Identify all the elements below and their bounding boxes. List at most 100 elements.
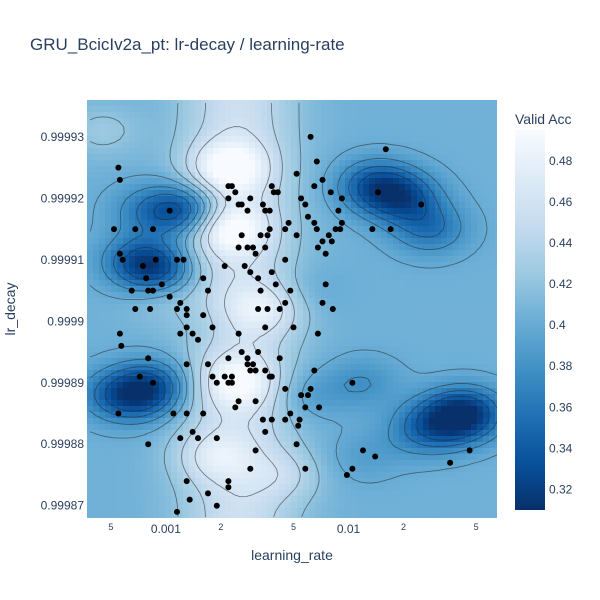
heat-cell: [423, 178, 430, 185]
heat-cell: [231, 370, 238, 377]
heat-cell: [231, 382, 238, 389]
heat-cell: [369, 148, 376, 155]
heat-cell: [309, 328, 316, 335]
heat-cell: [171, 382, 178, 389]
heat-cell: [303, 154, 310, 161]
heat-cell: [369, 208, 376, 215]
heat-cell: [435, 322, 442, 329]
heat-cell: [297, 184, 304, 191]
heat-cell: [351, 502, 358, 509]
heat-cell: [405, 376, 412, 383]
heat-cell: [147, 220, 154, 227]
heat-cell: [237, 106, 244, 113]
heat-cell: [429, 214, 436, 221]
heat-cell: [147, 208, 154, 215]
heat-cell: [279, 184, 286, 191]
heat-cell: [309, 424, 316, 431]
heat-cell: [87, 382, 94, 389]
heat-cell: [489, 130, 496, 137]
heat-cell: [111, 106, 118, 113]
heat-cell: [249, 220, 256, 227]
heat-cell: [321, 478, 328, 485]
heat-cell: [333, 466, 340, 473]
heat-cell: [405, 262, 412, 269]
heat-cell: [267, 124, 274, 131]
heat-cell: [189, 130, 196, 137]
heat-cell: [495, 496, 497, 503]
heat-cell: [255, 412, 262, 419]
heat-cell: [303, 268, 310, 275]
heat-cell: [255, 154, 262, 161]
heat-cell: [459, 178, 466, 185]
heat-cell: [351, 202, 358, 209]
heat-cell: [375, 172, 382, 179]
heat-cell: [345, 202, 352, 209]
heat-cell: [105, 358, 112, 365]
heat-cell: [165, 106, 172, 113]
heat-cell: [441, 274, 448, 281]
heat-cell: [357, 112, 364, 119]
heat-cell: [267, 400, 274, 407]
heat-cell: [363, 394, 370, 401]
heat-cell: [369, 262, 376, 269]
heat-cell: [237, 112, 244, 119]
heat-cell: [327, 364, 334, 371]
heat-cell: [303, 274, 310, 281]
heat-cell: [207, 196, 214, 203]
heat-cell: [177, 508, 184, 515]
heat-cell: [417, 148, 424, 155]
heat-cell: [225, 496, 232, 503]
heat-cell: [219, 274, 226, 281]
heat-cell: [417, 226, 424, 233]
heat-cell: [375, 154, 382, 161]
heat-cell: [411, 376, 418, 383]
heat-cell: [327, 484, 334, 491]
heat-cell: [207, 352, 214, 359]
heat-cell: [279, 454, 286, 461]
heat-cell: [483, 496, 490, 503]
heat-cell: [189, 214, 196, 221]
trial-point: [314, 244, 321, 251]
heat-cell: [393, 286, 400, 293]
heat-cell: [453, 178, 460, 185]
heat-cell: [237, 268, 244, 275]
heat-cell: [231, 154, 238, 161]
heat-cell: [105, 124, 112, 131]
heat-cell: [141, 142, 148, 149]
heat-cell: [249, 190, 256, 197]
heat-cell: [189, 154, 196, 161]
heat-cell: [141, 352, 148, 359]
heat-cell: [99, 184, 106, 191]
heat-cell: [237, 406, 244, 413]
heat-cell: [321, 502, 328, 509]
heat-cell: [399, 262, 406, 269]
trial-points: [111, 133, 473, 515]
heat-cell: [423, 514, 430, 518]
heat-cell: [411, 214, 418, 221]
heat-cell: [159, 316, 166, 323]
heat-cell: [393, 322, 400, 329]
heat-cell: [279, 202, 286, 209]
heat-cell: [183, 262, 190, 269]
heat-cell: [285, 376, 292, 383]
heat-cell: [447, 334, 454, 341]
heat-cell: [375, 514, 382, 518]
heat-cell: [123, 292, 130, 299]
heat-cell: [213, 514, 220, 518]
heat-cell: [375, 286, 382, 293]
heat-cell: [411, 406, 418, 413]
heat-cell: [93, 472, 100, 479]
heat-cell: [273, 454, 280, 461]
heat-cell: [159, 154, 166, 161]
heat-cell: [207, 376, 214, 383]
heat-cell: [339, 274, 346, 281]
heat-cell: [447, 286, 454, 293]
heat-cell: [279, 142, 286, 149]
heat-cell: [345, 322, 352, 329]
heat-cell: [465, 202, 472, 209]
heat-cell: [303, 196, 310, 203]
heat-cell: [129, 442, 136, 449]
trial-point: [228, 379, 235, 386]
heat-cell: [159, 424, 166, 431]
heat-cell: [381, 160, 388, 167]
